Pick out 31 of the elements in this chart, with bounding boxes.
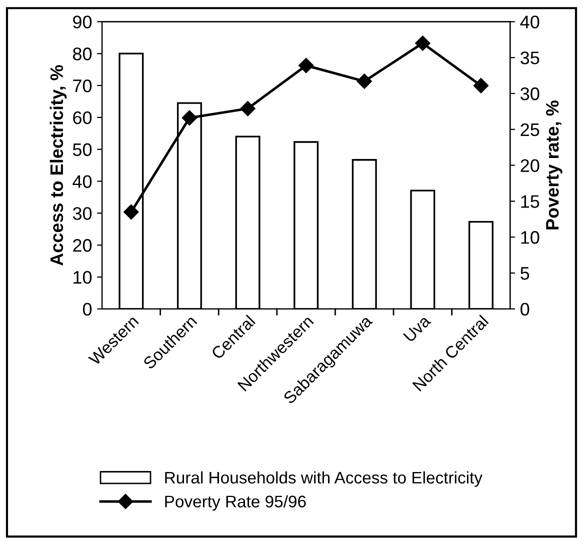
point	[124, 204, 139, 220]
y-tick-label: 10	[74, 270, 92, 284]
point	[298, 58, 314, 74]
y-tick-label: 90	[73, 16, 92, 28]
y-axis-title: Access to Electricity, %	[50, 65, 67, 266]
y2-tick-label: 0	[520, 302, 530, 316]
y-tick-label: 20	[73, 239, 92, 252]
y2-tick-label: 30	[520, 87, 540, 100]
y-tick-label: 30	[72, 207, 92, 220]
y2-tick-label: 20	[520, 159, 540, 172]
y2-tick-label: 25	[520, 123, 540, 136]
y2-tick-label: 35	[520, 52, 540, 64]
y2-tick-label: 10	[521, 231, 540, 244]
y-tick-label: 0	[82, 302, 92, 316]
y2-axis-title: Poverty rate, %	[546, 100, 562, 230]
y-tick-label: 80	[73, 48, 92, 60]
point	[473, 78, 489, 94]
point	[415, 36, 430, 51]
y2-tick-label: 40	[520, 16, 540, 28]
y2-tick-label: 15	[521, 195, 540, 208]
x-tick-label: Uva	[403, 314, 432, 343]
legend-label: Poverty Rate 95/96	[165, 495, 306, 511]
point	[240, 101, 256, 116]
y-tick-label: 70	[73, 79, 92, 92]
point	[182, 110, 198, 126]
y-tick-label: 50	[72, 143, 92, 156]
y-tick-label: 60	[73, 111, 92, 124]
point	[356, 74, 372, 89]
y2-tick-label: 5	[520, 267, 530, 280]
y-tick-label: 40	[72, 175, 92, 188]
legend-label: Rural Households with Access to Electricity	[165, 471, 482, 487]
